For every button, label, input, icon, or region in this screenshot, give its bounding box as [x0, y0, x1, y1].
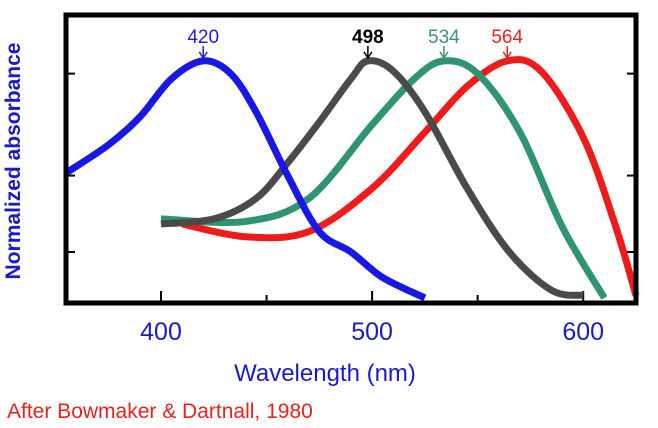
green-cone-curve	[160, 57, 608, 300]
x-axis-label: Wavelength (nm)	[234, 360, 416, 387]
x-tick-label: 600	[562, 318, 604, 346]
peak-label: 498	[352, 27, 384, 48]
peak-label: 534	[428, 27, 460, 48]
peak-arrow-head	[439, 51, 449, 60]
peak-arrow-head	[198, 51, 208, 60]
y-axis-label: Normalized absorbance	[2, 42, 25, 280]
source-credit: After Bowmaker & Dartnall, 1980	[7, 400, 313, 423]
x-tick-label: 400	[140, 318, 182, 346]
peak-arrow-head	[502, 51, 512, 60]
peak-arrow-head	[363, 51, 373, 60]
peak-label: 420	[187, 27, 219, 48]
plot-frame	[63, 12, 639, 306]
x-tick-label: 500	[351, 318, 393, 346]
blue-cone-curve	[64, 57, 427, 302]
rod-curve	[160, 57, 584, 299]
peak-label: 564	[491, 27, 523, 48]
red-cone-curve	[181, 56, 640, 297]
